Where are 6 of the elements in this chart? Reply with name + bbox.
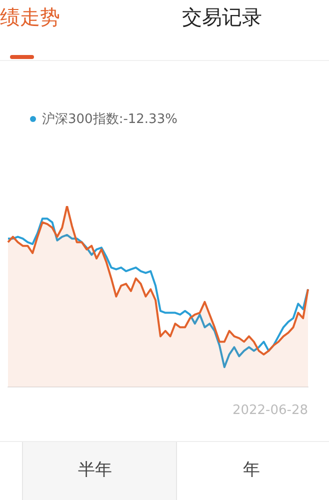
legend-label: 沪深300指数:-12.33% [42, 111, 178, 128]
text: 半年 [78, 459, 112, 481]
text: 交易记录 [182, 4, 262, 31]
text: 2022-06-28 [232, 403, 308, 418]
text: 绩走势 [0, 4, 60, 31]
text: 年 [243, 459, 260, 481]
